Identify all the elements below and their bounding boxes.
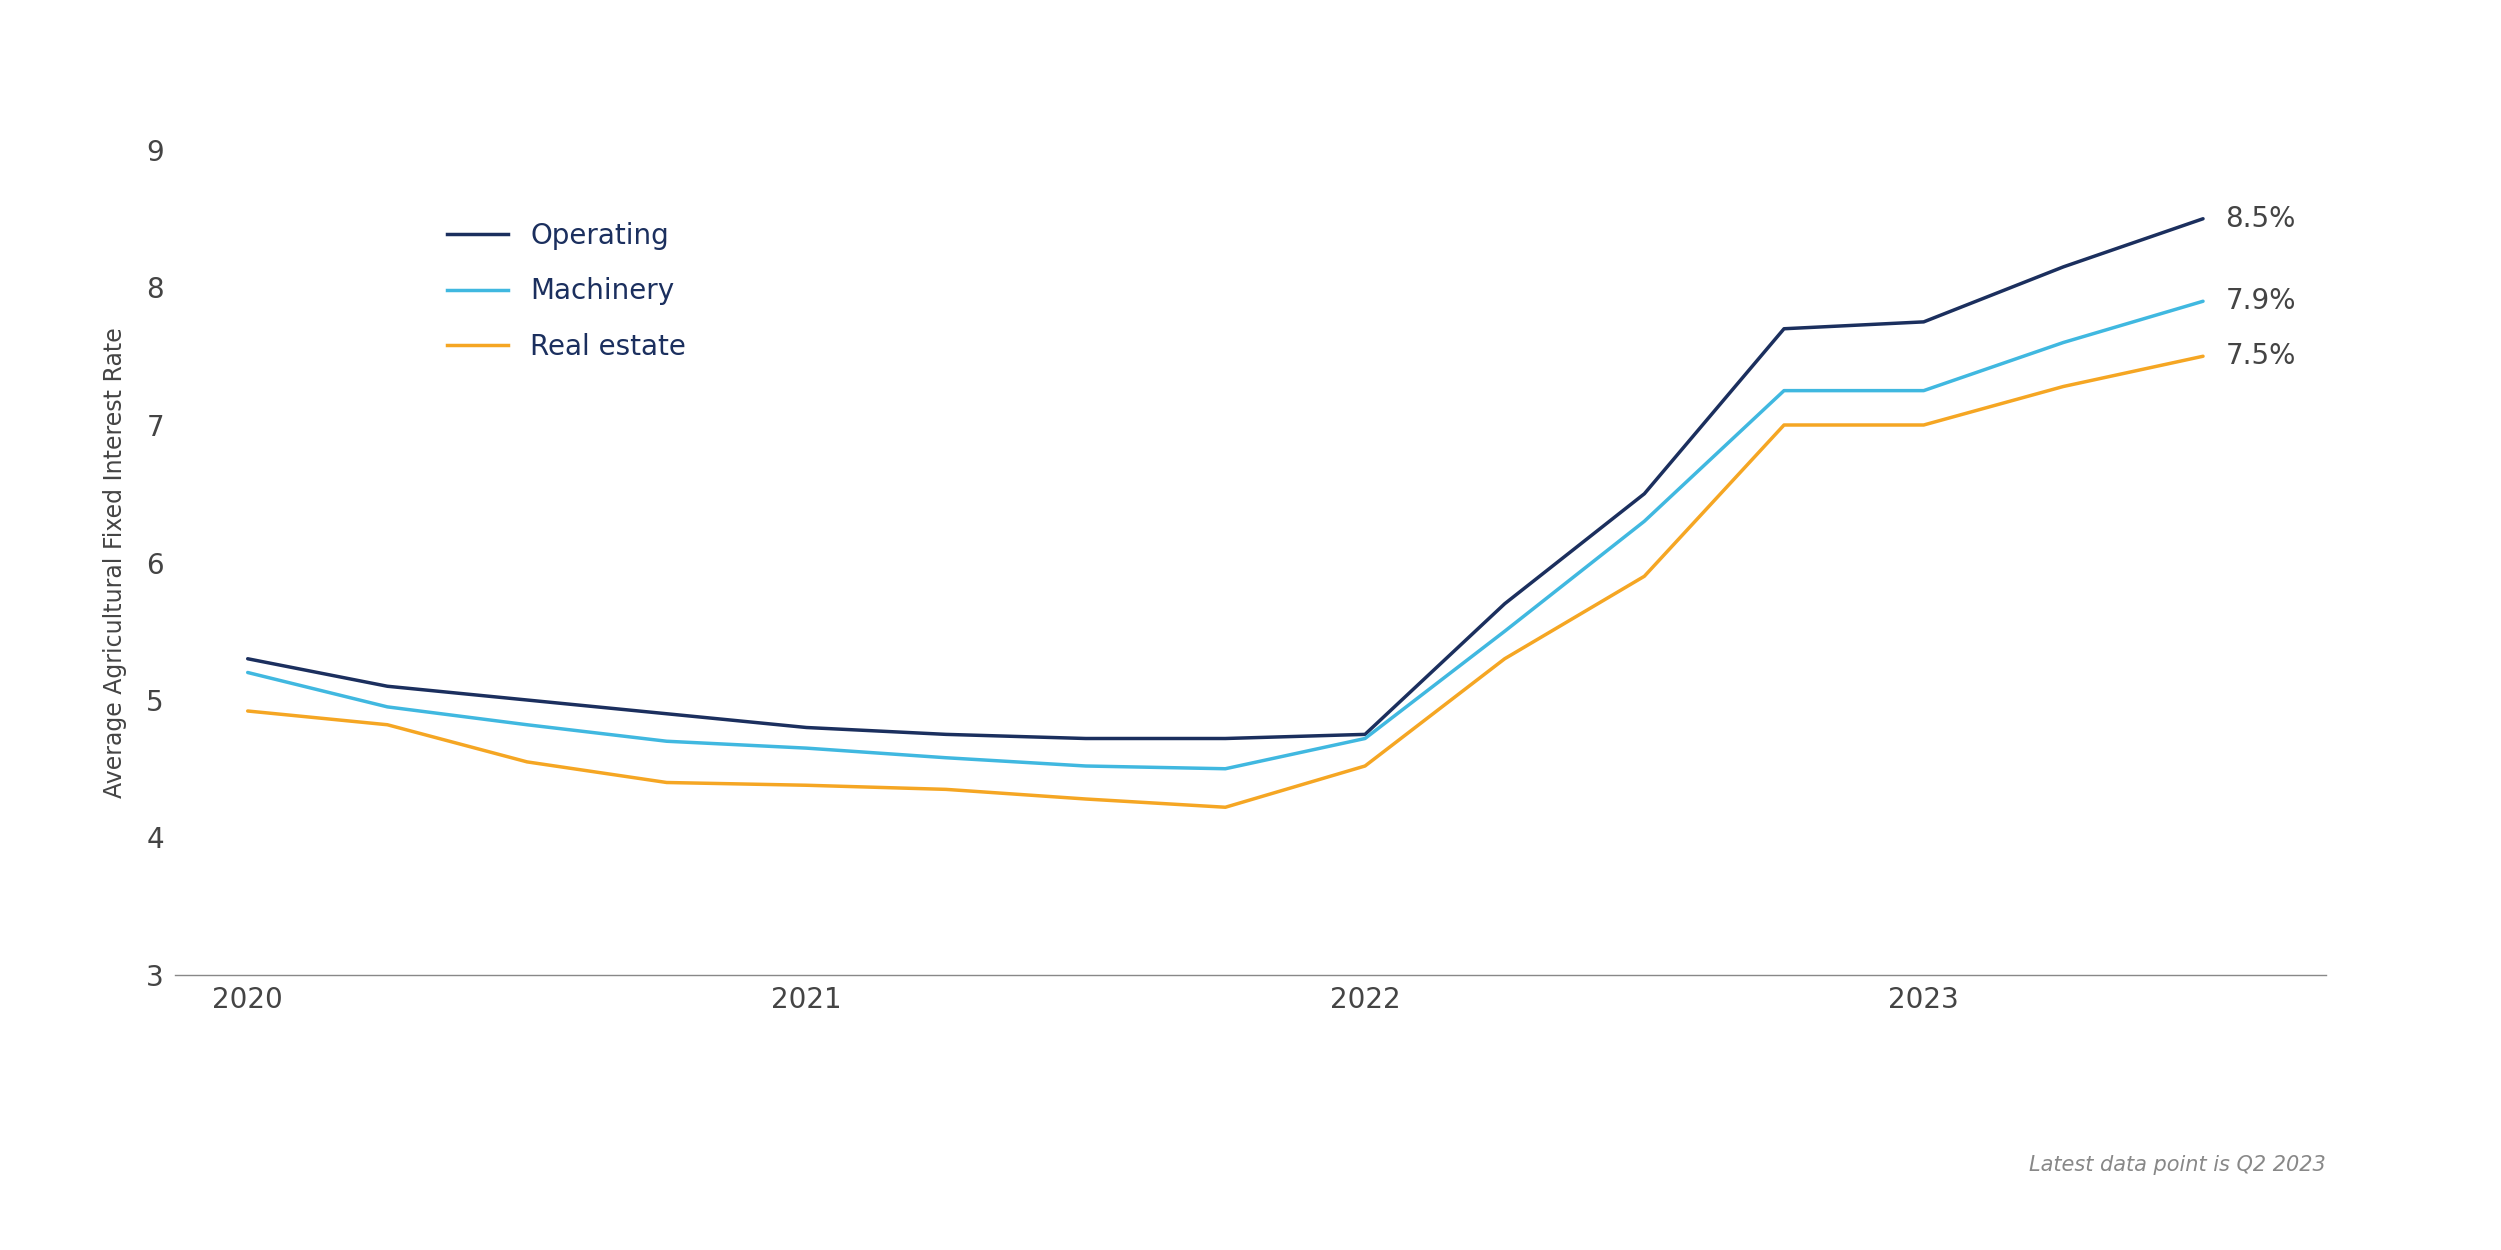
- Machinery: [233, 665, 263, 680]
- Machinery: [1351, 731, 1381, 746]
- Operating: [930, 726, 960, 741]
- Operating: [1351, 726, 1381, 741]
- Text: 8.5%: 8.5%: [2226, 205, 2296, 232]
- Machinery: [1768, 382, 1798, 398]
- Real estate: [2188, 349, 2218, 364]
- Machinery: [653, 734, 683, 749]
- Real estate: [373, 718, 403, 732]
- Operating: [2048, 259, 2078, 274]
- Machinery: [2188, 294, 2218, 309]
- Machinery: [2048, 335, 2078, 350]
- Operating: [1491, 596, 1521, 611]
- Real estate: [653, 775, 683, 790]
- Machinery: [513, 718, 543, 732]
- Operating: [653, 706, 683, 721]
- Operating: [790, 720, 820, 735]
- Machinery: [1210, 761, 1240, 776]
- Real estate: [1491, 651, 1521, 666]
- Real estate: [1908, 418, 1938, 432]
- Operating: [1768, 321, 1798, 336]
- Machinery: [930, 750, 960, 765]
- Operating: [513, 693, 543, 708]
- Operating: [1908, 314, 1938, 329]
- Real estate: [790, 778, 820, 792]
- Machinery: [1491, 624, 1521, 639]
- Operating: [1628, 486, 1658, 501]
- Real estate: [233, 704, 263, 719]
- Real estate: [1210, 800, 1240, 815]
- Machinery: [790, 740, 820, 755]
- Text: 7.5%: 7.5%: [2226, 342, 2296, 370]
- Text: Latest data point is Q2 2023: Latest data point is Q2 2023: [2028, 1155, 2326, 1175]
- Machinery: [1070, 759, 1100, 774]
- Real estate: [1768, 418, 1798, 432]
- Real estate: [1351, 759, 1381, 774]
- Real estate: [513, 755, 543, 770]
- Text: 7.9%: 7.9%: [2226, 288, 2296, 315]
- Real estate: [2048, 379, 2078, 394]
- Real estate: [930, 782, 960, 798]
- Real estate: [1070, 791, 1100, 806]
- Legend: Operating, Machinery, Real estate: Operating, Machinery, Real estate: [448, 221, 685, 361]
- Machinery: [373, 700, 403, 715]
- Operating: [233, 651, 263, 666]
- Line: Real estate: Real estate: [248, 356, 2203, 808]
- Operating: [1070, 731, 1100, 746]
- Line: Machinery: Machinery: [248, 301, 2203, 769]
- Operating: [1210, 731, 1240, 746]
- Operating: [2188, 211, 2218, 226]
- Machinery: [1908, 382, 1938, 398]
- Line: Operating: Operating: [248, 219, 2203, 739]
- Operating: [373, 679, 403, 694]
- Y-axis label: Average Agricultural Fixed Interest Rate: Average Agricultural Fixed Interest Rate: [103, 328, 128, 798]
- Real estate: [1628, 569, 1658, 584]
- Machinery: [1628, 514, 1658, 529]
